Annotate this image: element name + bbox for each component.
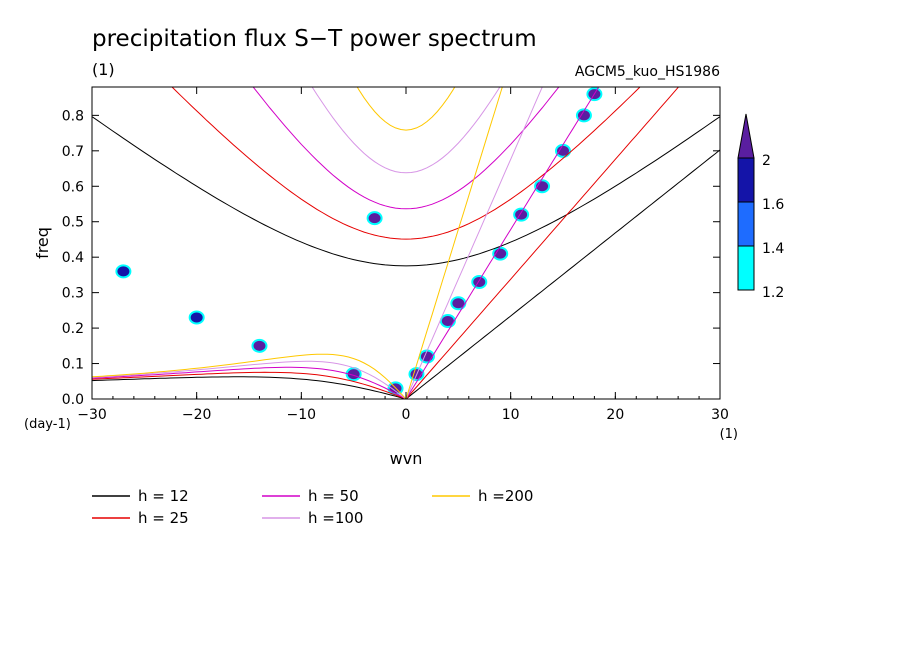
- inertia-gravity-curve: [171, 87, 641, 240]
- spectral-peak: [534, 179, 551, 194]
- y-axis-label: freq: [33, 227, 52, 259]
- rossby-curve: [92, 366, 407, 399]
- legend-label: h = 25: [138, 509, 189, 527]
- spectral-peaks: [115, 87, 603, 396]
- y-tick-label: 0.4: [62, 250, 84, 266]
- legend-label: h = 50: [308, 487, 359, 505]
- y-tick-label: 0.0: [62, 392, 84, 408]
- y-tick-label: 0.6: [62, 179, 84, 195]
- rossby-curve: [92, 376, 407, 399]
- colorbar-label: 1.2: [762, 285, 784, 301]
- x-tick-label: −10: [287, 407, 317, 423]
- kelvin-curve: [405, 87, 503, 399]
- x-axis-label: wvn: [390, 449, 423, 468]
- y-tick-label: 0.3: [62, 286, 84, 302]
- x-axis-unit: (1): [720, 427, 738, 442]
- spectral-peak: [450, 296, 467, 311]
- kelvin-curve: [405, 87, 543, 399]
- inertia-gravity-curve: [92, 116, 720, 267]
- inertia-gravity-curve: [356, 87, 456, 131]
- y-tick-label: 0.2: [62, 321, 84, 337]
- chart-subtitle-left: (1): [92, 60, 115, 79]
- spectral-peak: [575, 108, 592, 123]
- colorbar: 1.2 1.4 1.6 2: [737, 113, 784, 301]
- colorbar-label: 1.4: [762, 241, 784, 257]
- y-axis: 0.0 0.1 0.2 0.3 0.4 0.5 0.6 0.7 0.8: [62, 108, 720, 408]
- spectral-peak: [115, 264, 132, 279]
- kelvin-curve: [405, 149, 720, 399]
- spectral-peak: [513, 207, 530, 222]
- rossby-curve: [92, 360, 407, 399]
- inertia-gravity-curve: [311, 87, 501, 174]
- spectral-peak: [471, 275, 488, 289]
- y-tick-label: 0.7: [62, 144, 84, 160]
- colorbar-label: 1.6: [762, 197, 784, 213]
- chart-title: precipitation flux S−T power spectrum: [92, 26, 537, 52]
- spectral-peak: [555, 143, 571, 158]
- legend: h = 12 h = 25 h = 50 h =100 h =200: [92, 487, 533, 527]
- colorbar-segment: [737, 201, 755, 247]
- y-tick-label: 0.1: [62, 357, 84, 373]
- legend-label: h =100: [308, 509, 363, 527]
- x-axis: −30 −20 −10 0 10 20 30: [77, 87, 729, 423]
- x-tick-label: 0: [402, 407, 411, 423]
- x-tick-label: −20: [182, 407, 212, 423]
- x-tick-label: 20: [606, 407, 624, 423]
- legend-label: h = 12: [138, 487, 189, 505]
- chart-subtitle-right: AGCM5_kuo_HS1986: [575, 64, 720, 80]
- kelvin-curve: [405, 87, 600, 399]
- x-tick-label: −30: [77, 407, 107, 423]
- inertia-gravity-curve: [252, 87, 560, 210]
- colorbar-segment: [737, 157, 755, 203]
- spectral-peak: [188, 310, 205, 325]
- kelvin-curve: [405, 87, 680, 399]
- rossby-curve: [92, 371, 407, 399]
- y-axis-unit: (day-1): [24, 417, 71, 432]
- x-tick-label: 10: [502, 407, 520, 423]
- y-tick-label: 0.8: [62, 108, 84, 124]
- colorbar-label: 2: [762, 153, 771, 169]
- rossby-curve: [92, 353, 407, 399]
- spectral-peak: [366, 211, 383, 226]
- spectral-peak: [439, 314, 456, 328]
- spectral-peak: [251, 338, 268, 353]
- colorbar-segment: [737, 245, 755, 291]
- dispersion-curves: [92, 87, 720, 399]
- x-tick-label: 30: [711, 407, 729, 423]
- legend-label: h =200: [478, 487, 533, 505]
- y-tick-label: 0.5: [62, 215, 84, 231]
- spectral-peak: [492, 246, 509, 261]
